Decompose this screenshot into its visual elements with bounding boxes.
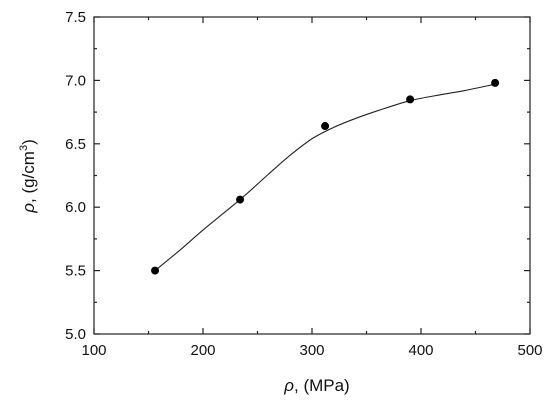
y-tick-label: 5.0 <box>65 326 86 343</box>
data-point <box>491 78 500 87</box>
y-axis-title: ρ, (g/cm3) <box>18 139 38 214</box>
data-point <box>151 266 160 275</box>
data-point <box>236 195 245 204</box>
data-points <box>151 78 500 275</box>
x-tick-label: 400 <box>408 342 433 359</box>
y-tick-label: 5.5 <box>65 263 86 280</box>
plot-frame <box>93 16 531 335</box>
data-point <box>321 122 330 131</box>
y-axis-ticks: 5.0 5.5 6.0 6.5 7.0 7.5 <box>65 9 530 343</box>
x-tick-label: 200 <box>190 342 215 359</box>
fit-curve <box>154 83 496 272</box>
x-tick-label: 300 <box>299 342 324 359</box>
x-axis-ticks: 100 200 300 400 500 <box>81 17 543 359</box>
axes <box>93 16 531 335</box>
y-tick-label: 7.0 <box>65 72 86 89</box>
x-tick-label: 100 <box>81 342 106 359</box>
x-tick-label: 500 <box>517 342 542 359</box>
data-point <box>406 95 415 104</box>
y-tick-label: 7.5 <box>65 9 86 26</box>
y-tick-label: 6.5 <box>65 136 86 153</box>
y-tick-label: 6.0 <box>65 199 86 216</box>
x-axis-title: ρ, (MPa) <box>283 376 349 395</box>
